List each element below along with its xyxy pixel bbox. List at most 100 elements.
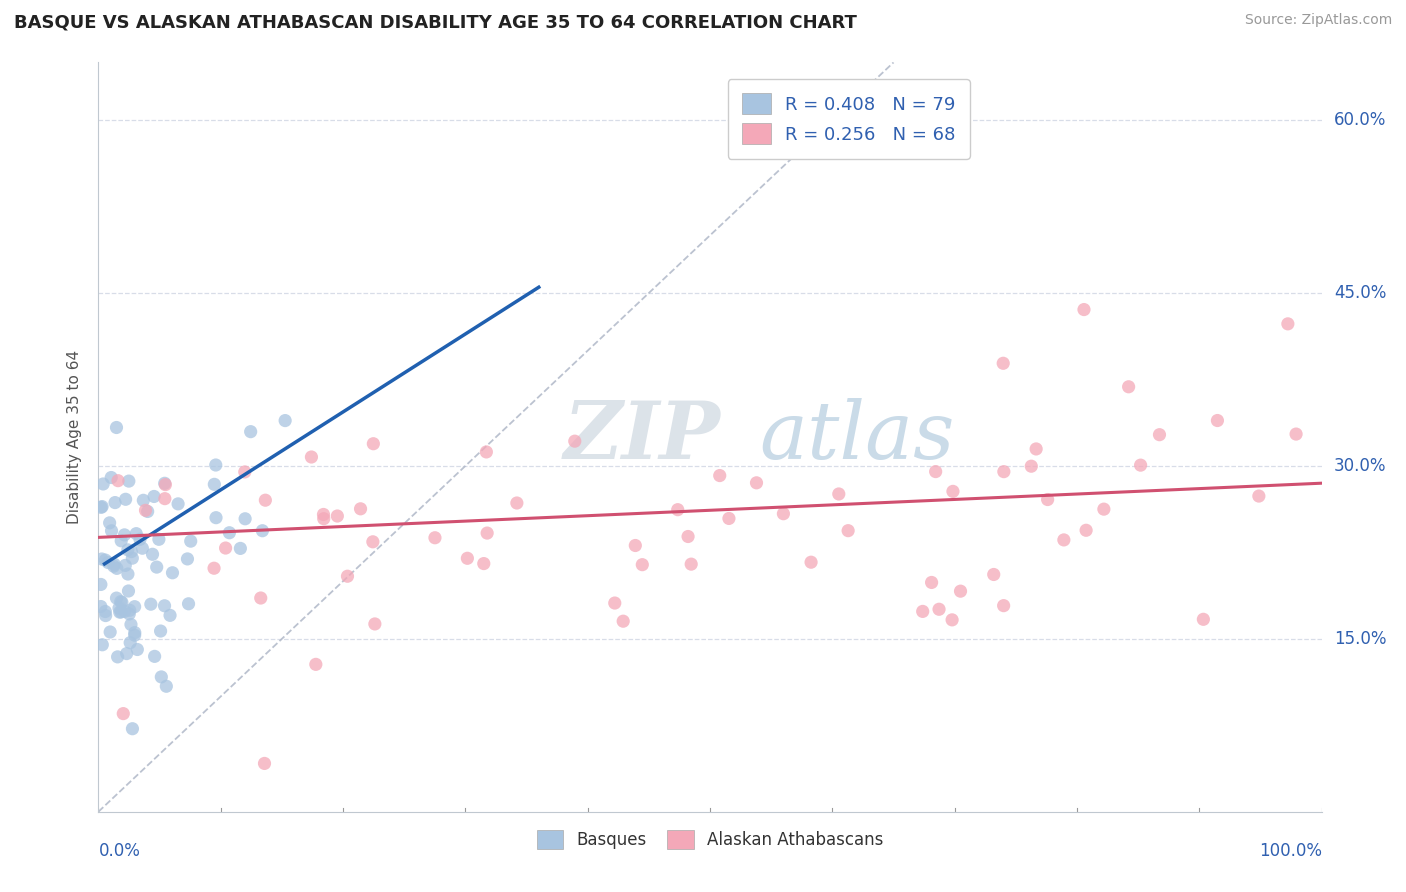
Point (254, 493, 277, 508)
Point (120, 544, 142, 558)
Point (121, 722, 143, 736)
Point (233, 465, 256, 479)
Point (1285, 427, 1308, 442)
Point (98, 625, 121, 640)
Point (1192, 612, 1215, 626)
Point (94, 605, 117, 619)
Point (423, 531, 446, 545)
Point (924, 465, 946, 479)
Point (136, 504, 159, 518)
Point (145, 560, 167, 574)
Point (472, 557, 495, 571)
Point (837, 524, 859, 538)
Point (941, 613, 963, 627)
Point (139, 597, 162, 611)
Point (90, 500, 112, 515)
Point (91, 500, 114, 514)
Point (612, 614, 634, 628)
Point (129, 533, 152, 547)
Point (361, 534, 384, 549)
Point (229, 541, 252, 556)
Text: Source: ZipAtlas.com: Source: ZipAtlas.com (1244, 13, 1392, 28)
Point (124, 599, 146, 614)
Point (112, 706, 135, 721)
Point (103, 558, 125, 572)
Point (1025, 442, 1047, 456)
Point (983, 567, 1005, 582)
Point (143, 490, 166, 504)
Point (1149, 427, 1171, 442)
Point (153, 491, 176, 506)
Point (115, 647, 138, 661)
Point (1129, 458, 1152, 472)
Point (475, 445, 498, 459)
Point (120, 635, 142, 649)
Point (114, 528, 136, 542)
Point (624, 539, 647, 553)
Point (159, 608, 181, 623)
Point (305, 657, 328, 672)
Point (94, 608, 117, 623)
Point (114, 558, 136, 573)
Point (117, 542, 139, 557)
Point (301, 450, 323, 464)
Point (132, 493, 155, 508)
Point (364, 616, 387, 631)
Point (103, 559, 125, 574)
Text: 60.0%: 60.0% (1334, 112, 1386, 129)
Point (149, 624, 172, 638)
Point (253, 756, 276, 771)
Point (117, 567, 139, 582)
Point (252, 524, 274, 538)
Legend: Basques, Alaskan Athabascans: Basques, Alaskan Athabascans (530, 823, 890, 855)
Point (1277, 317, 1299, 331)
Point (131, 541, 153, 556)
Point (800, 555, 823, 569)
Point (91, 638, 114, 652)
Point (928, 602, 950, 616)
Text: 45.0%: 45.0% (1334, 284, 1386, 302)
Text: 0.0%: 0.0% (98, 842, 141, 860)
Point (124, 628, 146, 642)
Point (162, 566, 184, 580)
Point (717, 511, 740, 525)
Point (239, 425, 262, 439)
Point (118, 607, 141, 621)
Point (110, 533, 132, 548)
Point (676, 529, 699, 543)
Point (475, 526, 498, 541)
Point (125, 526, 148, 541)
Point (326, 508, 349, 523)
Point (150, 670, 173, 684)
Point (134, 503, 156, 517)
Point (108, 601, 131, 615)
Point (114, 604, 136, 618)
Point (143, 649, 166, 664)
Point (218, 525, 240, 540)
Point (993, 599, 1015, 613)
Point (111, 595, 134, 609)
Point (176, 552, 198, 566)
Point (233, 512, 256, 526)
Point (993, 465, 1015, 479)
Point (114, 492, 136, 507)
Point (202, 477, 225, 491)
Point (90, 577, 112, 591)
Point (1118, 380, 1140, 394)
Point (312, 511, 335, 525)
Point (107, 649, 129, 664)
Point (155, 679, 177, 693)
Point (91, 477, 114, 491)
Point (105, 561, 128, 575)
Point (148, 533, 170, 547)
Y-axis label: Disability Age 35 to 64: Disability Age 35 to 64 (67, 350, 83, 524)
Text: ZIP: ZIP (564, 399, 720, 475)
Point (205, 510, 228, 524)
Point (249, 591, 271, 605)
Text: 100.0%: 100.0% (1258, 842, 1322, 860)
Point (603, 596, 626, 610)
Point (681, 557, 703, 571)
Point (124, 625, 146, 640)
Point (110, 605, 132, 619)
Point (97, 556, 120, 570)
